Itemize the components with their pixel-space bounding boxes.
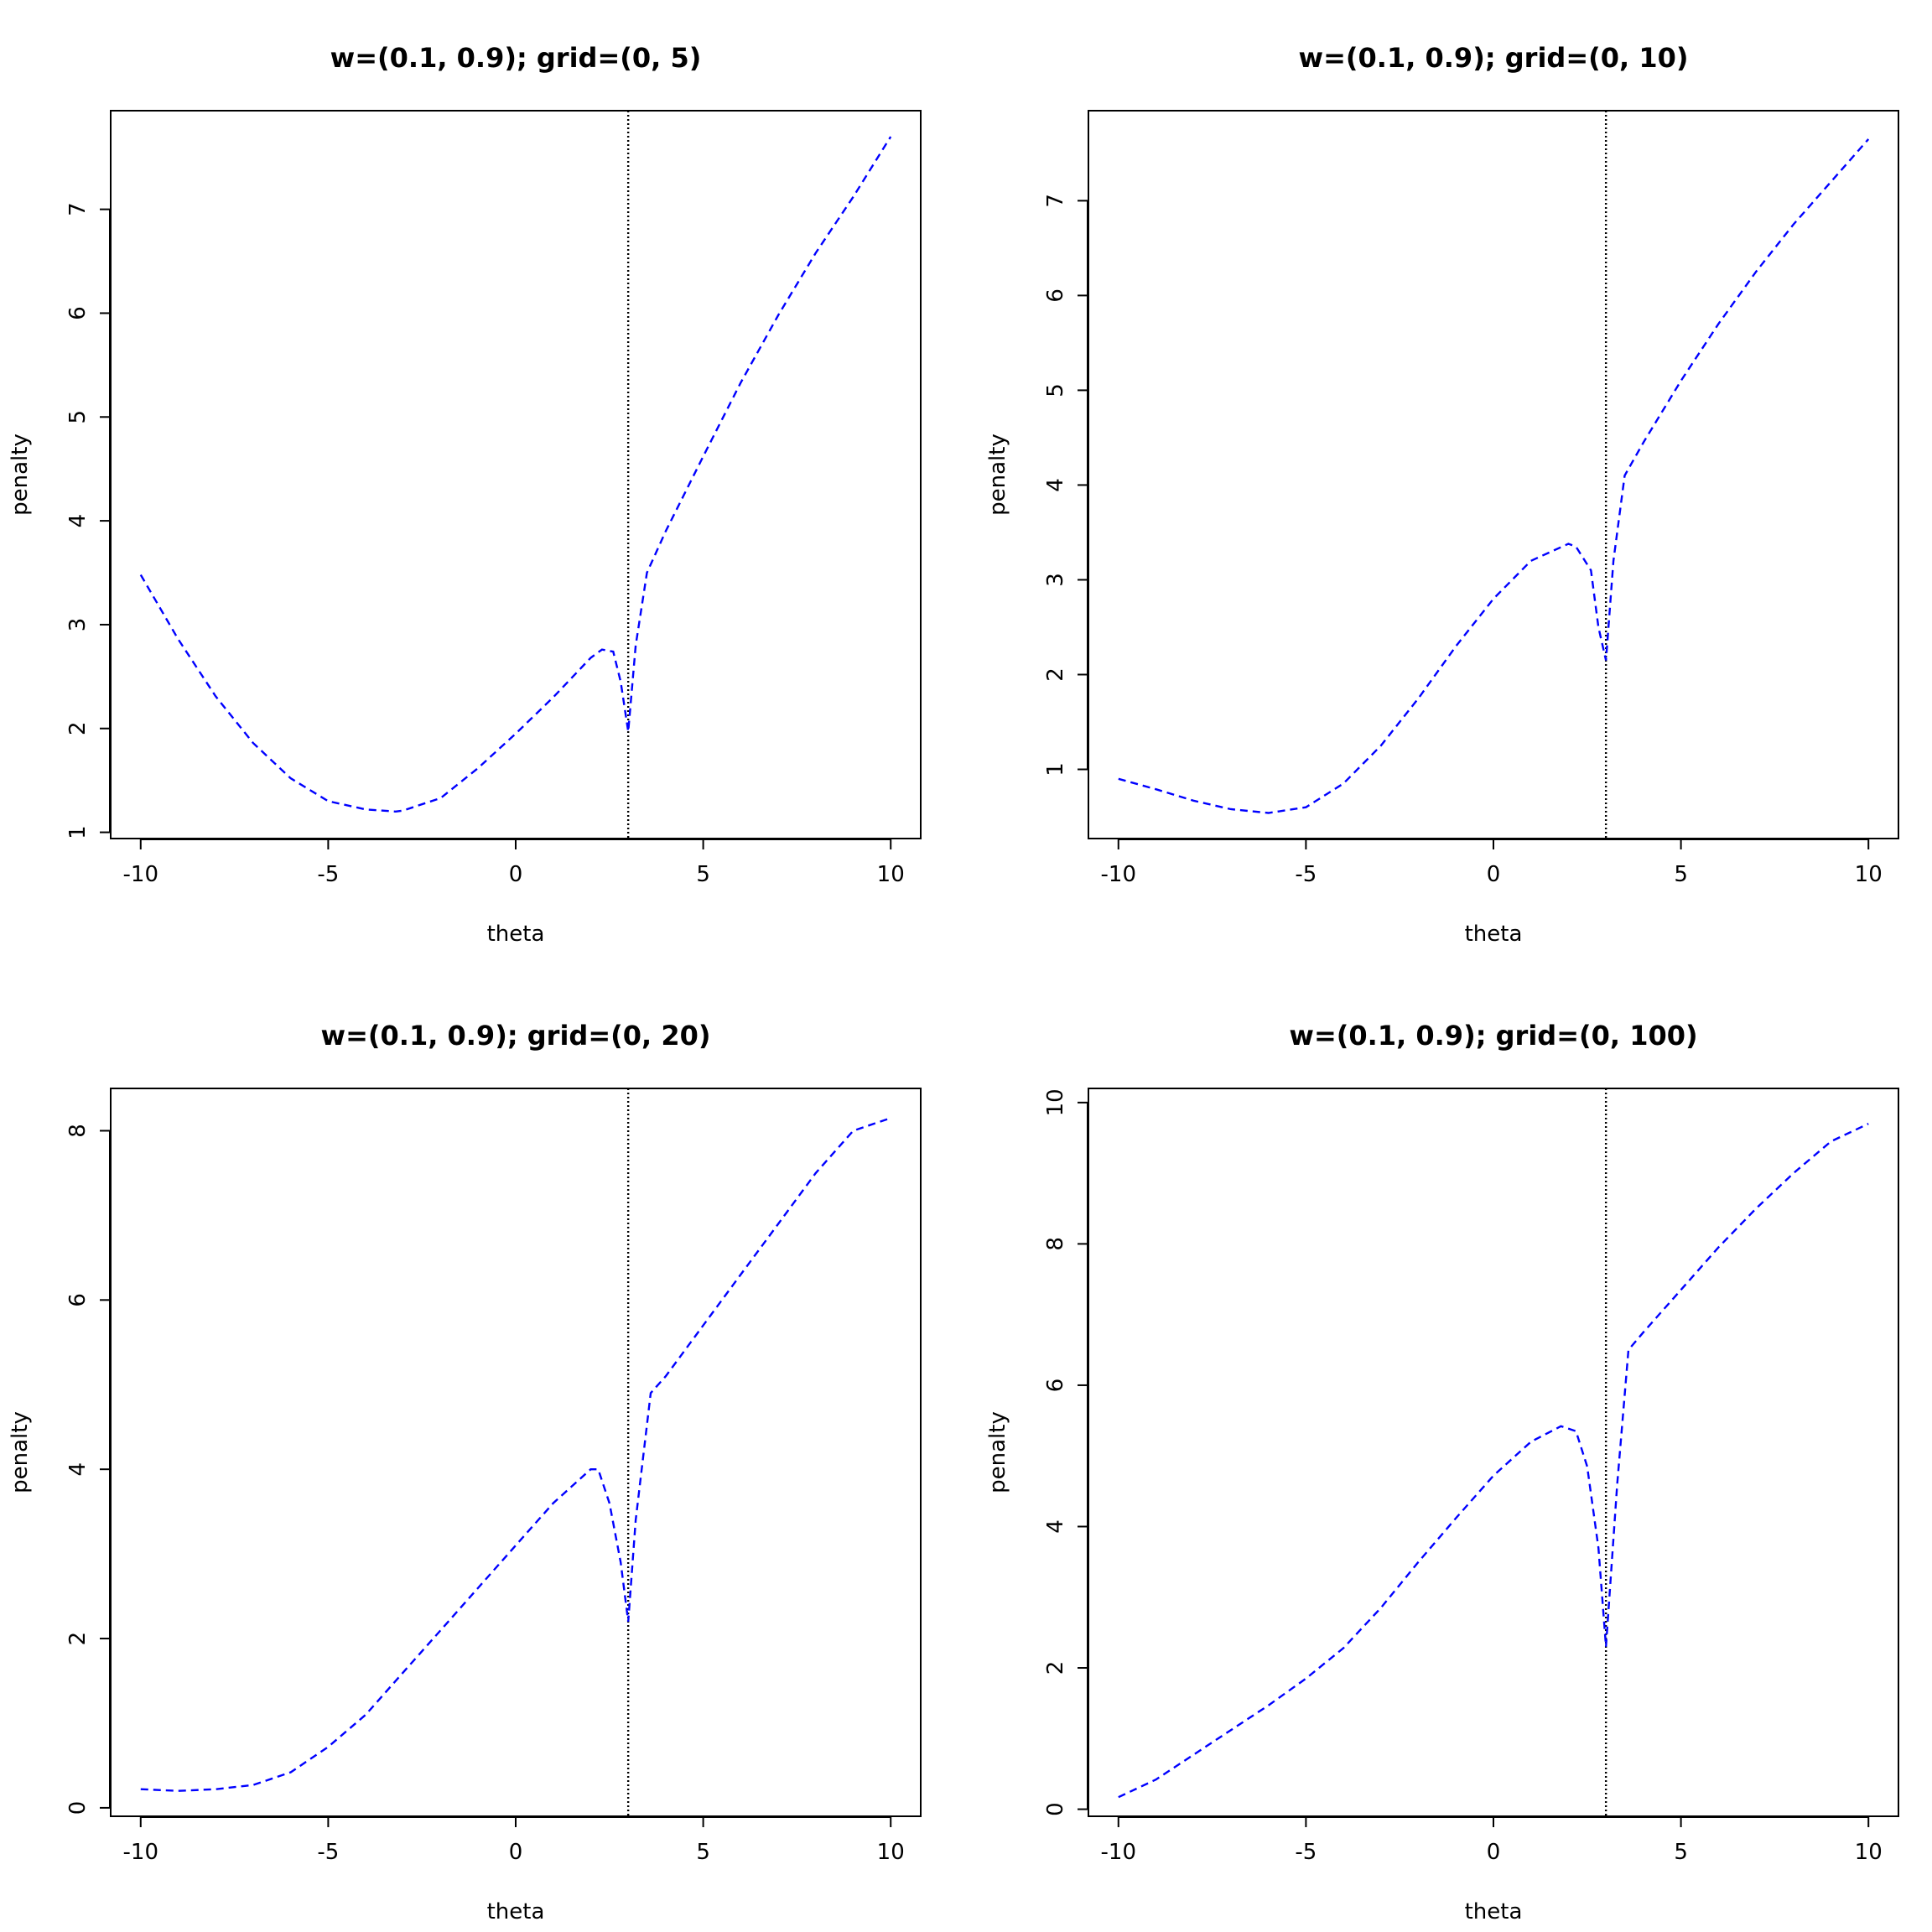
- y-tick-label: 2: [65, 721, 91, 735]
- y-tick-label: 7: [1043, 194, 1068, 208]
- x-tick-label: 10: [1855, 1840, 1883, 1865]
- x-axis-label: theta: [1465, 1899, 1523, 1924]
- y-tick-label: 0: [65, 1801, 91, 1815]
- x-tick-label: -10: [1101, 862, 1136, 887]
- plot-frame: [110, 110, 922, 839]
- chart-title: w=(0.1, 0.9); grid=(0, 20): [321, 1020, 711, 1052]
- y-tick-label: 2: [1043, 667, 1068, 682]
- x-tick-label: -10: [1101, 1840, 1136, 1865]
- y-tick-label: 2: [65, 1632, 91, 1646]
- x-tick-label: 10: [877, 862, 905, 887]
- series-line-1: [140, 1117, 891, 1792]
- y-tick-label: 4: [1043, 478, 1068, 492]
- x-tick-label: 5: [696, 862, 710, 887]
- chart-panel-1: w=(0.1, 0.9); grid=(0, 5) -10 -5 0 5 10 theta 1…: [8, 42, 922, 947]
- x-tick-label: 5: [696, 1840, 710, 1865]
- y-tick-label: 5: [65, 410, 91, 424]
- y-tick-label: 1: [65, 825, 91, 839]
- series-line-1: [1118, 1123, 1869, 1799]
- plot-frame: [110, 1088, 922, 1817]
- plot-frame: [1088, 110, 1899, 839]
- plot-frame: [1088, 1088, 1899, 1817]
- x-tick-label: 10: [877, 1840, 905, 1865]
- y-tick-label: 8: [65, 1124, 91, 1138]
- y-tick-label: 4: [1043, 1519, 1068, 1534]
- x-tick-label: -5: [317, 862, 339, 887]
- y-tick-label: 6: [65, 1293, 91, 1307]
- chart-panel-4: w=(0.1, 0.9); grid=(0, 100) -10 -5 0 5 10 thet…: [985, 1020, 1899, 1924]
- y-tick-label: 6: [1043, 1379, 1068, 1393]
- series-line-1: [139, 136, 892, 813]
- chart-panel-3: w=(0.1, 0.9); grid=(0, 20) -10 -5 0 5 10 theta…: [8, 1020, 922, 1924]
- y-tick-label: 1: [1043, 762, 1068, 776]
- y-tick-label: 5: [1043, 383, 1068, 397]
- y-tick-label: 0: [1043, 1802, 1068, 1816]
- x-tick-label: 5: [1674, 862, 1688, 887]
- x-tick-label: 0: [509, 862, 523, 887]
- y-tick-label: 6: [1043, 288, 1068, 303]
- x-tick-label: -5: [1295, 1840, 1317, 1865]
- x-tick-label: 10: [1855, 862, 1883, 887]
- x-axis-label: theta: [1465, 922, 1523, 947]
- x-tick-label: 0: [1487, 862, 1501, 887]
- y-tick-label: 4: [65, 1462, 91, 1477]
- y-axis-label: penalty: [985, 1411, 1010, 1493]
- x-tick-label: -5: [1295, 862, 1317, 887]
- x-tick-label: 0: [1487, 1840, 1501, 1865]
- x-tick-label: -10: [123, 862, 158, 887]
- y-tick-label: 7: [65, 202, 91, 216]
- y-tick-label: 4: [65, 514, 91, 528]
- y-tick-label: 10: [1043, 1088, 1068, 1116]
- chart-panel-2: w=(0.1, 0.9); grid=(0, 10) -10 -5 0 5 10 theta…: [985, 42, 1899, 947]
- chart-title: w=(0.1, 0.9); grid=(0, 10): [1299, 42, 1689, 74]
- x-axis-label: theta: [487, 1899, 545, 1924]
- x-tick-label: 5: [1674, 1840, 1688, 1865]
- chart-title: w=(0.1, 0.9); grid=(0, 100): [1289, 1020, 1697, 1052]
- y-tick-label: 3: [65, 618, 91, 632]
- y-axis-label: penalty: [985, 434, 1010, 516]
- x-tick-label: -5: [317, 1840, 339, 1865]
- y-axis-label: penalty: [8, 1411, 33, 1493]
- x-tick-label: -10: [123, 1840, 158, 1865]
- chart-title: w=(0.1, 0.9); grid=(0, 5): [330, 42, 702, 74]
- x-tick-label: 0: [509, 1840, 523, 1865]
- y-axis-label: penalty: [8, 434, 33, 516]
- x-axis-label: theta: [487, 922, 545, 947]
- y-tick-label: 6: [65, 306, 91, 320]
- y-tick-label: 3: [1043, 573, 1068, 587]
- y-tick-label: 8: [1043, 1237, 1068, 1251]
- series-line-1: [1118, 138, 1870, 814]
- y-tick-label: 2: [1043, 1661, 1068, 1675]
